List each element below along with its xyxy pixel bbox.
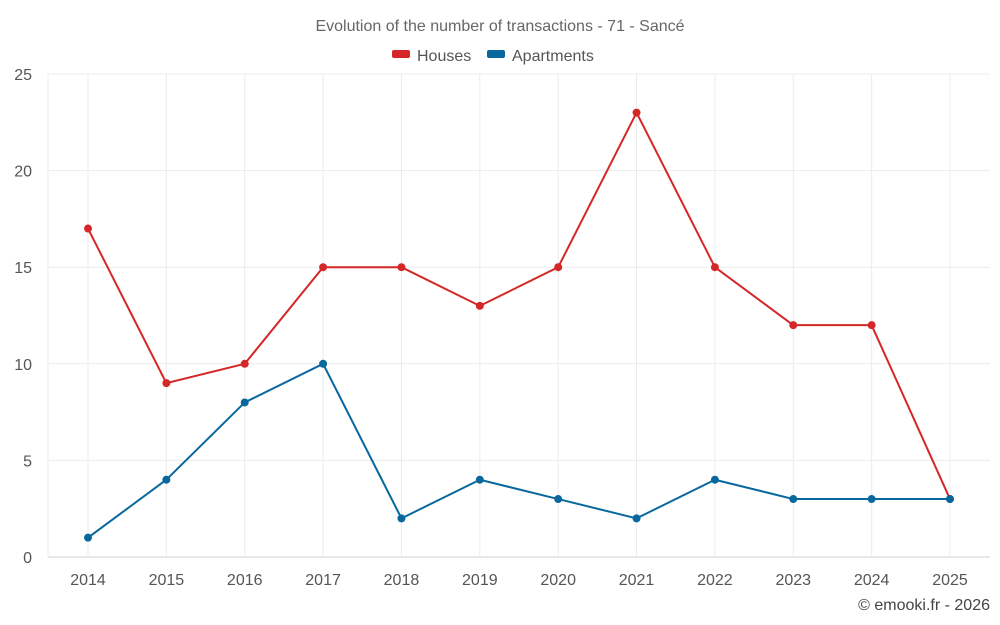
data-point-apartments[interactable] xyxy=(946,495,954,504)
x-tick-label: 2014 xyxy=(70,572,106,589)
data-point-apartments[interactable] xyxy=(84,533,92,542)
data-point-apartments[interactable] xyxy=(319,359,328,368)
data-point-houses[interactable] xyxy=(162,379,171,388)
x-axis: 2014 2015 2016 2017 2018 2019 2020 2021 2022 2023… xyxy=(70,572,968,589)
x-tick-label: 2020 xyxy=(540,572,576,589)
data-point-apartments[interactable] xyxy=(240,398,249,407)
x-tick-label: 2025 xyxy=(932,572,968,589)
y-tick-label: 15 xyxy=(14,260,32,277)
x-tick-label: 2016 xyxy=(227,572,263,589)
legend-item-houses[interactable]: Houses xyxy=(392,48,471,65)
data-point-apartments[interactable] xyxy=(710,475,719,484)
data-point-houses[interactable] xyxy=(867,321,876,330)
y-axis: 0 5 10 15 20 25 xyxy=(14,67,32,567)
y-tick-label: 5 xyxy=(23,453,32,470)
data-point-houses[interactable] xyxy=(554,263,563,272)
series-line-apartments xyxy=(87,362,950,539)
legend-label-apartments: Apartments xyxy=(512,48,594,65)
gridlines xyxy=(47,73,990,558)
data-point-apartments[interactable] xyxy=(397,514,406,523)
x-tick-label: 2024 xyxy=(854,572,890,589)
data-point-apartments[interactable] xyxy=(632,514,641,523)
data-point-houses[interactable] xyxy=(319,263,328,272)
x-tick-label: 2017 xyxy=(305,572,341,589)
data-point-apartments[interactable] xyxy=(867,495,876,504)
x-tick-label: 2018 xyxy=(384,572,420,589)
y-tick-label: 0 xyxy=(23,550,32,567)
legend-label-houses: Houses xyxy=(417,48,471,65)
data-point-houses[interactable] xyxy=(240,359,249,368)
data-point-apartments[interactable] xyxy=(475,475,484,484)
legend-swatch-apartments xyxy=(487,50,505,58)
series-line-houses xyxy=(87,111,951,500)
legend-swatch-houses xyxy=(392,50,410,58)
data-point-houses[interactable] xyxy=(397,263,406,272)
legend: Houses Apartments xyxy=(392,48,594,65)
data-point-apartments[interactable] xyxy=(789,495,798,504)
y-tick-label: 10 xyxy=(14,357,32,374)
data-point-houses[interactable] xyxy=(710,263,719,272)
y-tick-label: 20 xyxy=(14,164,32,181)
y-tick-label: 25 xyxy=(14,67,32,84)
credit-text: © emooki.fr - 2026 xyxy=(858,597,990,614)
data-point-apartments[interactable] xyxy=(162,475,171,484)
legend-item-apartments[interactable]: Apartments xyxy=(487,48,594,65)
x-tick-label: 2023 xyxy=(775,572,811,589)
data-point-houses[interactable] xyxy=(84,224,92,233)
x-tick-label: 2015 xyxy=(149,572,185,589)
x-tick-label: 2019 xyxy=(462,572,498,589)
data-point-houses[interactable] xyxy=(632,108,641,117)
chart-title: Evolution of the number of transactions … xyxy=(315,18,684,35)
data-point-houses[interactable] xyxy=(475,301,484,310)
data-point-apartments[interactable] xyxy=(554,495,563,504)
data-point-houses[interactable] xyxy=(789,321,798,330)
series-layer xyxy=(84,108,954,542)
x-tick-label: 2021 xyxy=(619,572,655,589)
x-tick-label: 2022 xyxy=(697,572,733,589)
